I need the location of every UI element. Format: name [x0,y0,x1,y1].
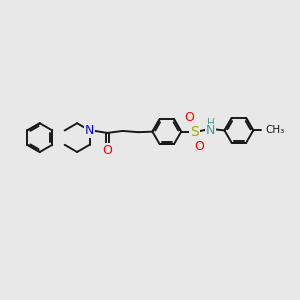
Text: O: O [184,111,194,124]
Text: S: S [190,125,198,139]
Text: O: O [102,144,112,157]
Text: H
N: H N [207,118,216,140]
Text: N: N [206,124,215,137]
Text: N: N [85,124,94,137]
Text: O: O [194,140,204,152]
Text: CH₃: CH₃ [265,125,284,135]
Text: H: H [207,119,214,129]
